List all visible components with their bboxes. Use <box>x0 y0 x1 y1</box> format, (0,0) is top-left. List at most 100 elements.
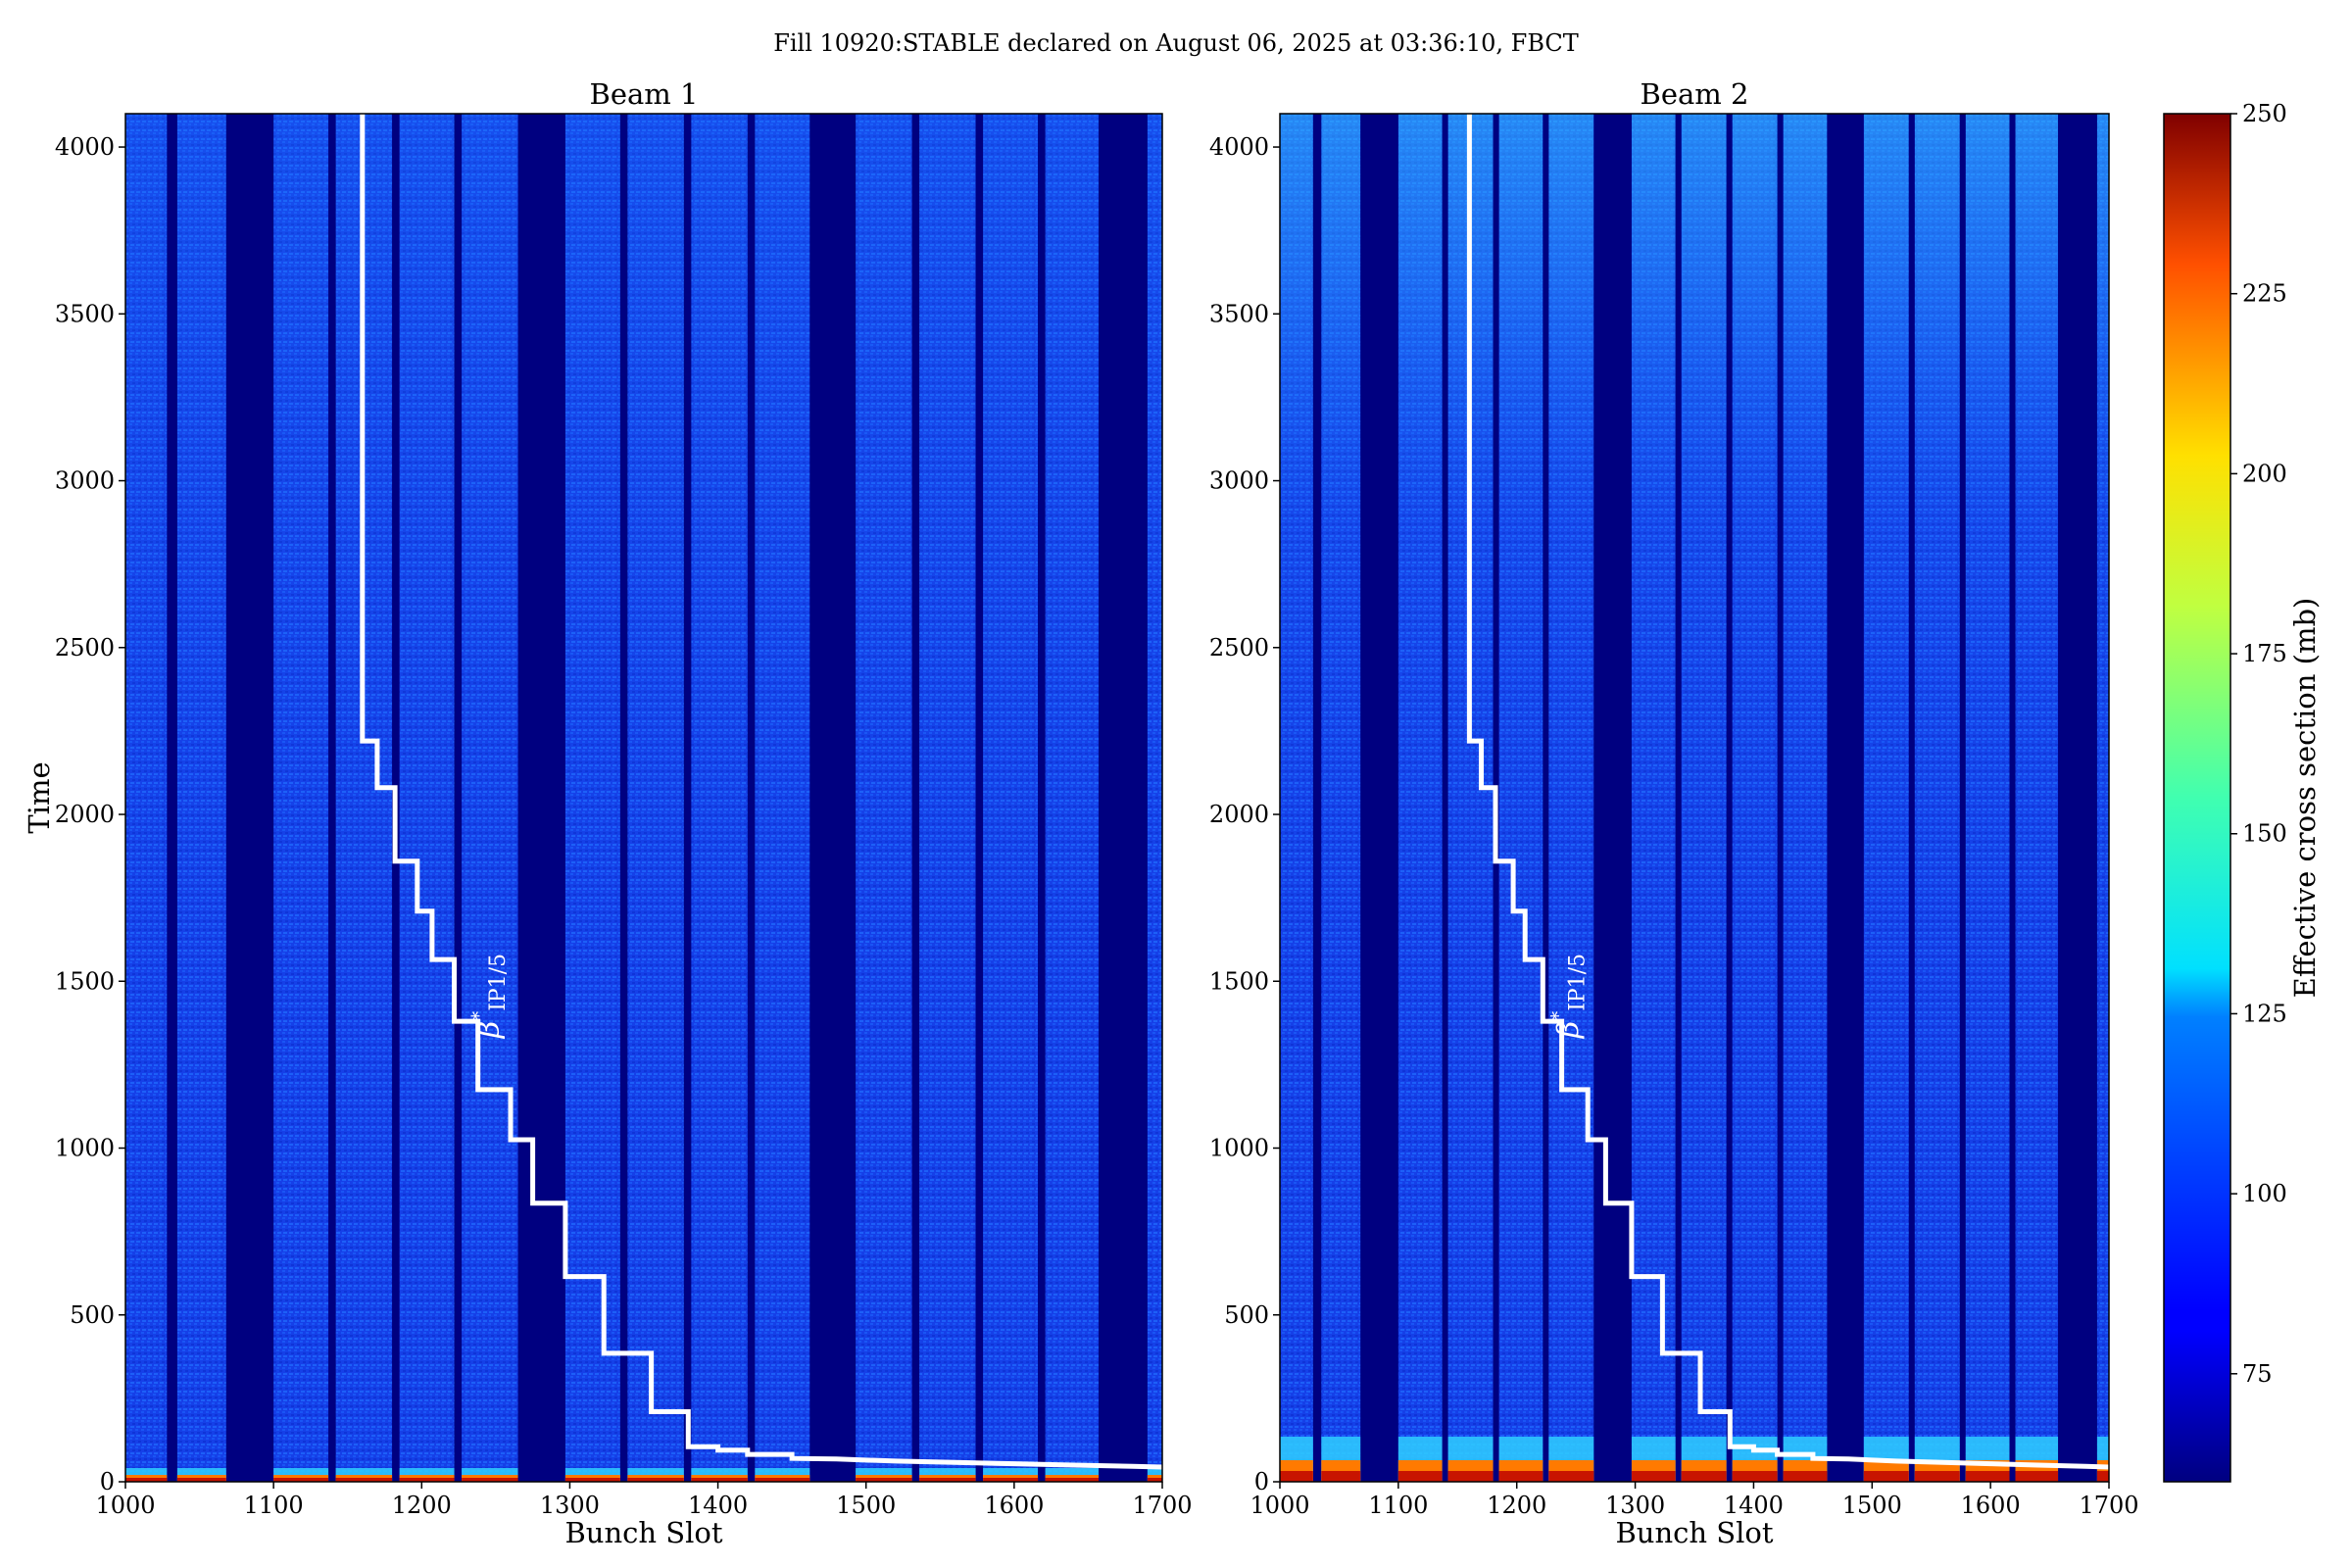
empty-slot-band <box>1959 114 1966 1482</box>
empty-slot-band <box>1726 114 1733 1482</box>
beam1-heatmap-haze <box>125 114 1162 1482</box>
beam1-title: Beam 1 <box>590 77 699 111</box>
beam2-beta-star: * <box>1546 1011 1570 1021</box>
hot-band-red <box>691 1478 748 1482</box>
hot-band-red <box>1280 1471 1313 1482</box>
y-tick-label: 1000 <box>55 1135 115 1162</box>
empty-slot-band <box>225 114 274 1482</box>
empty-slot-band <box>454 114 463 1482</box>
beam2-train-haze <box>1914 114 1960 1482</box>
x-tick-label: 1500 <box>1842 1492 1902 1519</box>
beam1-beta-subscript: IP1/5 <box>486 954 511 1011</box>
hot-band-red <box>919 1478 976 1482</box>
empty-slot-band <box>328 114 336 1482</box>
empty-slot-band <box>809 114 857 1482</box>
beam2-beta-symbol: β <box>1552 1021 1587 1039</box>
empty-slot-band <box>1593 114 1632 1482</box>
beam2-beta-star-curve <box>1466 114 2109 1470</box>
hot-band-red <box>399 1478 455 1482</box>
hot-band-red <box>1965 1471 2010 1482</box>
hot-band-red <box>125 1478 168 1482</box>
hot-band-red <box>2015 1471 2059 1482</box>
beam2-y-ticks: 0 500 1000 1500 2000 2500 3000 3500 4000 <box>1209 133 1280 1495</box>
beam1-panel: Beam 1 Bunch Slot Time 1000 1100 1200 1300 1… <box>23 77 1193 1549</box>
empty-slot-band <box>167 114 177 1482</box>
beam2-train-haze <box>1280 114 1313 1482</box>
hot-band-red <box>1548 1471 1594 1482</box>
y-tick-label: 2000 <box>55 801 115 828</box>
x-tick-label: 1000 <box>95 1492 155 1519</box>
beam2-train-haze <box>2096 114 2109 1482</box>
beam2-beta-subscript: IP1/5 <box>1566 954 1591 1011</box>
beam1-ylabel: Time <box>23 761 56 833</box>
beam1-x-ticks: 1000 1100 1200 1300 1400 1500 1600 1700 <box>95 1482 1193 1519</box>
colorbar-tick-label: 250 <box>2242 100 2287 127</box>
beam2-beta-star-label: β*IP1/5 <box>1546 954 1591 1039</box>
beam1-beta-star: * <box>466 1011 490 1021</box>
beam2-train-haze <box>1681 114 1727 1482</box>
beam2-xlabel: Bunch Slot <box>1615 1516 1773 1549</box>
hot-band-red <box>983 1478 1039 1482</box>
colorbar-tick-label: 200 <box>2242 460 2287 487</box>
beam2-train-haze <box>1863 114 1909 1482</box>
y-tick-label: 1500 <box>55 967 115 995</box>
empty-slot-band <box>1442 114 1448 1482</box>
empty-slot-band <box>1099 114 1148 1482</box>
beam1-beta-symbol: β <box>472 1021 507 1039</box>
empty-slot-band <box>1312 114 1322 1482</box>
beam2-axes-frame <box>1279 113 2110 1483</box>
beam2-train-haze <box>1321 114 1361 1482</box>
beam2-hot-bottom-band <box>1280 1437 2109 1482</box>
empty-slot-band <box>619 114 628 1482</box>
hot-band-red <box>627 1478 684 1482</box>
y-tick-label: 3000 <box>1209 467 1269 495</box>
beam2-train-haze <box>1631 114 1676 1482</box>
hot-band-red <box>755 1478 810 1482</box>
hot-band-red <box>1783 1471 1828 1482</box>
beam2-train-haze <box>1732 114 1778 1482</box>
x-tick-label: 1600 <box>1961 1492 2021 1519</box>
x-tick-label: 1200 <box>392 1492 452 1519</box>
hot-band-red <box>1863 1471 1909 1482</box>
empty-slot-band <box>517 114 565 1482</box>
x-tick-label: 1300 <box>1605 1492 1665 1519</box>
beam1-xlabel: Bunch Slot <box>564 1516 722 1549</box>
beam2-train-haze <box>1548 114 1594 1482</box>
beam1-axes-frame <box>124 113 1163 1483</box>
colorbar-label: Effective cross section (mb) <box>2288 598 2322 999</box>
empty-slot-band <box>1777 114 1784 1482</box>
colorbar: 75 100 125 150 175 200 225 250 Effective cross … <box>2163 100 2322 1483</box>
colorbar-ticks: 75 100 125 150 175 200 225 250 <box>2230 100 2287 1388</box>
empty-slot-band <box>2009 114 2016 1482</box>
hot-band-red <box>462 1478 518 1482</box>
x-tick-label: 1400 <box>1724 1492 1784 1519</box>
y-tick-label: 3000 <box>55 467 115 495</box>
x-tick-label: 1700 <box>2079 1492 2138 1519</box>
empty-slot-band <box>683 114 692 1482</box>
beam2-panel: Beam 2 Bunch Slot 1000 1100 1200 1300 1400 15… <box>1209 77 2139 1549</box>
x-tick-label: 1200 <box>1487 1492 1546 1519</box>
y-tick-label: 4000 <box>1209 133 1269 161</box>
hot-band-red <box>335 1478 393 1482</box>
hot-band-red <box>1732 1471 1778 1482</box>
y-tick-label: 0 <box>1254 1468 1269 1495</box>
x-tick-label: 1700 <box>1132 1492 1192 1519</box>
beam2-train-haze <box>2015 114 2059 1482</box>
colorbar-tick-label: 125 <box>2242 1000 2287 1027</box>
colorbar-gradient <box>2163 113 2231 1483</box>
empty-slot-band <box>1360 114 1398 1482</box>
hot-band-red <box>1498 1471 1544 1482</box>
beam2-train-haze <box>1397 114 1443 1482</box>
y-tick-label: 500 <box>1224 1301 1269 1329</box>
x-tick-label: 1300 <box>540 1492 600 1519</box>
empty-slot-band <box>1675 114 1682 1482</box>
x-tick-label: 1000 <box>1250 1492 1309 1519</box>
hot-band-red <box>2096 1471 2109 1482</box>
x-tick-label: 1400 <box>688 1492 748 1519</box>
x-tick-label: 1600 <box>984 1492 1044 1519</box>
hot-band-red <box>1631 1471 1676 1482</box>
y-tick-label: 3500 <box>1209 300 1269 327</box>
colorbar-tick-label: 100 <box>2242 1180 2287 1207</box>
beam2-train-haze <box>1783 114 1828 1482</box>
